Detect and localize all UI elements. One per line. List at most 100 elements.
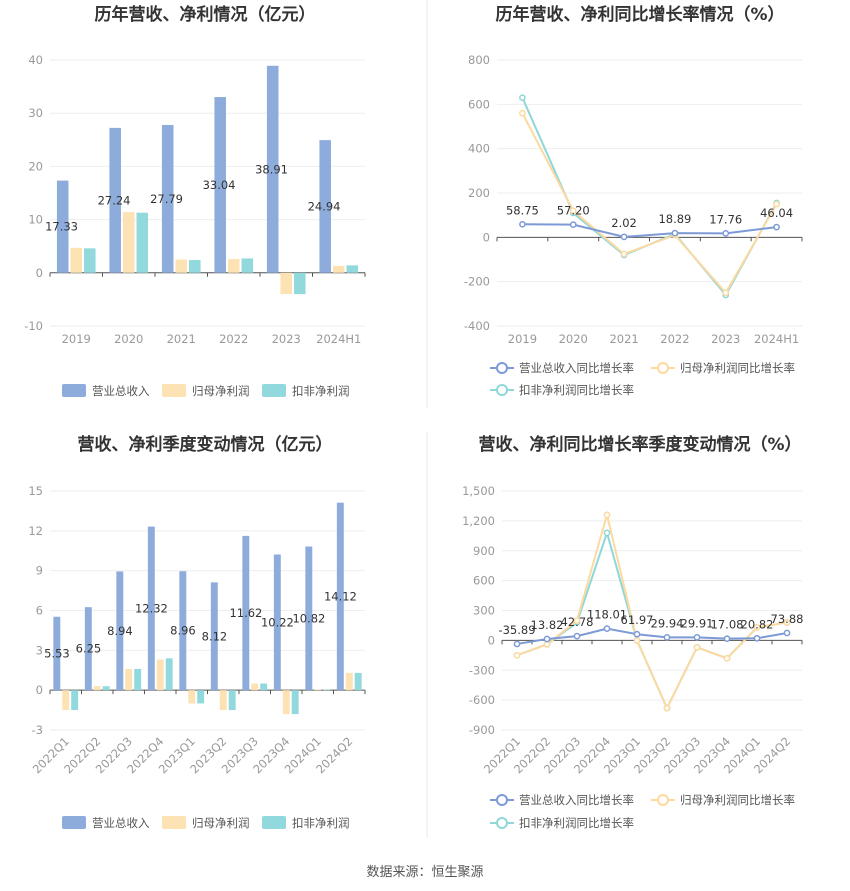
bar-revenue [242,535,250,691]
bar-deducted-profit [136,212,149,273]
legend-swatch [62,816,86,829]
bar-net-profit [219,690,227,711]
legend-label: 营业总收入 [92,384,150,398]
bar-revenue [56,180,69,273]
data-label: 73.88 [771,612,804,626]
data-label: 24.94 [308,199,341,213]
data-label: 8.12 [202,629,228,643]
data-label: 33.04 [203,178,236,192]
point-revenue-growth [753,634,761,642]
line-revenue-growth [522,223,777,238]
legend-marker [496,817,508,829]
data-label: 27.79 [150,192,183,206]
y-tick-label: 10 [28,213,43,227]
legend-swatch [262,384,286,397]
point-net-profit-growth [633,637,641,644]
x-tick-label: 2023 [272,332,301,346]
point-revenue-growth [783,629,791,637]
point-deducted-profit-growth [519,94,526,102]
data-source: 数据来源：恒生聚源 [366,865,483,880]
data-label: 118.01 [587,608,627,622]
chart-title: 营收、净利季度变动情况（亿元） [78,434,333,455]
y-tick-label: 6 [36,604,43,618]
point-revenue-growth [513,640,521,648]
x-tick-label: 2020 [114,332,143,346]
bar-revenue [116,571,124,691]
bar-net-profit [156,659,164,691]
x-tick-label: 2024H1 [754,332,799,346]
bar-deducted-profit [84,248,96,273]
point-net-profit-growth [783,619,791,626]
data-label: 29.91 [681,616,714,630]
point-net-profit-growth [543,641,551,648]
legend-swatch [162,384,186,397]
data-label: 2.02 [611,216,637,230]
point-revenue-growth [633,630,641,638]
legend-swatch [262,816,286,829]
y-tick-label: -900 [469,723,495,737]
y-tick-label: -300 [469,663,495,677]
legend-marker [657,362,669,374]
legend-label: 营业总收入 [92,816,150,830]
y-tick-label: 800 [468,53,490,67]
y-tick-label: 20 [28,159,43,173]
bar-net-profit [227,258,240,273]
bar-net-profit [125,668,133,691]
data-label: -35.89 [498,623,535,637]
bar-net-profit [122,212,135,273]
data-label: 46.04 [760,206,793,220]
x-tick-label: 2020 [559,332,588,346]
bar-deducted-profit [134,668,142,691]
y-tick-label: 1,200 [462,514,495,528]
legend-marker [496,794,508,806]
data-label: 38.91 [255,162,288,176]
bar-deducted-profit [197,690,205,704]
legend-label: 归母净利润同比增长率 [680,793,795,807]
bar-revenue [305,546,313,691]
bar-deducted-profit [189,260,201,273]
line-deducted-profit-growth [521,97,778,297]
x-tick-label: 2019 [62,332,91,346]
bar-net-profit [175,259,188,273]
point-revenue-growth [573,632,581,640]
data-label: 17.08 [711,618,744,632]
y-tick-label: 600 [468,97,490,111]
point-net-profit-growth [773,200,780,208]
line-net-profit-growth [516,510,788,711]
bar-revenue [266,65,279,273]
data-label: 27.24 [98,193,131,207]
bar-revenue [53,616,61,691]
y-tick-label: 40 [28,53,43,67]
point-net-profit-growth [693,643,701,651]
y-tick-label: -3 [32,723,43,737]
point-revenue-growth [603,625,611,632]
point-revenue-growth [663,634,671,641]
data-label: 11.62 [229,606,262,620]
y-tick-label: 30 [28,106,43,120]
x-tick-label: 2022 [219,332,248,346]
point-revenue-growth [723,635,731,643]
bar-deducted-profit [291,690,299,715]
y-tick-label: 12 [28,524,43,538]
x-tick-label: 2021 [609,332,638,346]
y-tick-label: 0 [36,683,43,697]
bar-deducted-profit [260,683,268,691]
legend-label: 扣非净利润同比增长率 [519,383,634,397]
chart-title: 历年营收、净利情况（亿元） [95,4,316,25]
data-label: 29.94 [651,616,684,630]
point-net-profit-growth [513,651,521,659]
y-tick-label: -600 [469,693,495,707]
legend-label: 扣非净利润 [292,384,350,398]
bar-deducted-profit [102,686,110,691]
y-tick-label: -10 [24,319,43,333]
bar-revenue [179,571,187,691]
legend-swatch [162,816,186,829]
point-revenue-growth [693,634,701,641]
y-tick-label: 3 [36,643,43,657]
point-net-profit-growth [722,289,730,297]
point-net-profit-growth [620,250,628,258]
point-revenue-growth [773,223,780,231]
y-tick-label: 400 [468,142,490,156]
data-label: 42.78 [561,615,594,629]
y-tick-label: 9 [36,564,43,578]
